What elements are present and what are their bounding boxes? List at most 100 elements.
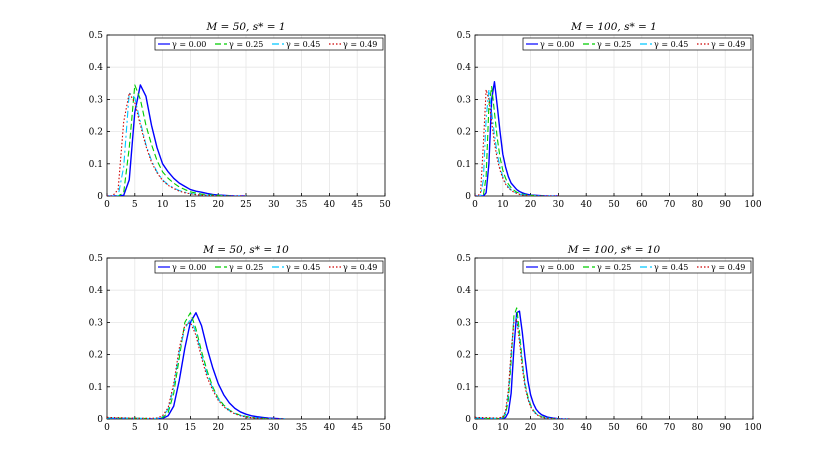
legend-label: γ = 0.25 [597, 263, 631, 272]
y-tick-label: 0.5 [89, 254, 104, 264]
x-tick-label: 60 [636, 200, 648, 210]
x-tick-label: 70 [664, 200, 676, 210]
x-tick-label: 35 [296, 423, 308, 433]
x-tick-label: 70 [664, 423, 676, 433]
x-tick-label: 40 [580, 423, 592, 433]
x-tick-label: 20 [212, 423, 224, 433]
legend-box [522, 37, 752, 51]
legend-label: γ = 0.49 [711, 40, 745, 49]
x-tick-label: 20 [525, 200, 537, 210]
series-line-1 [107, 84, 246, 196]
legend-label: γ = 0.49 [343, 263, 377, 272]
y-tick-label: 0.4 [457, 286, 472, 296]
chart-title: M = 50, s* = 1 [205, 21, 285, 33]
x-tick-label: 25 [240, 200, 252, 210]
x-tick-label: 90 [719, 200, 731, 210]
legend-label: γ = 0.45 [286, 263, 320, 272]
series-line-4 [475, 318, 570, 419]
chart-panel-2: 0 10 20 30 40 50 60 70 80 90 100 0 0.1 0.2 0.3 0.4 0.5 M … [457, 21, 762, 210]
legend-box [154, 260, 384, 274]
x-tick-label: 15 [185, 423, 197, 433]
legend-label: γ = 0.25 [229, 263, 263, 272]
y-tick-label: 0.5 [457, 31, 472, 41]
legend-label: γ = 0.45 [654, 40, 688, 49]
x-tick-label: 50 [379, 423, 391, 433]
y-tick-label: 0 [97, 192, 103, 202]
y-tick-label: 0.5 [457, 254, 472, 264]
legend-label: γ = 0.00 [172, 263, 206, 272]
y-tick-label: 0.1 [457, 160, 471, 170]
x-tick-label: 40 [580, 200, 592, 210]
y-tick-label: 0.2 [457, 128, 471, 138]
x-tick-label: 80 [692, 200, 704, 210]
x-tick-label: 20 [212, 200, 224, 210]
chart-title: M = 50, s* = 10 [202, 244, 289, 256]
y-tick-label: 0.2 [89, 128, 103, 138]
series-line-2 [107, 84, 246, 196]
y-tick-label: 0 [465, 415, 471, 425]
legend-label: γ = 0.25 [597, 40, 631, 49]
y-tick-label: 0.4 [89, 286, 104, 296]
legend-label: γ = 0.45 [286, 40, 320, 49]
y-tick-label: 0.3 [89, 95, 104, 105]
x-tick-label: 100 [744, 200, 761, 210]
x-tick-label: 0 [104, 423, 110, 433]
y-tick-label: 0 [465, 192, 471, 202]
x-tick-label: 10 [157, 423, 169, 433]
y-tick-label: 0.4 [89, 63, 104, 73]
x-tick-label: 90 [719, 423, 731, 433]
legend: γ = 0.00 γ = 0.25 γ = 0.45 γ = 0.49 [154, 260, 384, 274]
y-tick-label: 0 [97, 415, 103, 425]
x-tick-label: 50 [379, 200, 391, 210]
legend-label: γ = 0.00 [540, 40, 574, 49]
legend-label: γ = 0.49 [343, 40, 377, 49]
x-tick-label: 30 [553, 200, 565, 210]
y-tick-label: 0.2 [457, 351, 471, 361]
x-tick-label: 45 [351, 423, 363, 433]
x-tick-label: 80 [692, 423, 704, 433]
legend-label: γ = 0.00 [540, 263, 574, 272]
x-tick-label: 10 [497, 423, 509, 433]
legend-box [154, 37, 384, 51]
series-line-4 [475, 89, 559, 196]
x-tick-label: 10 [497, 200, 509, 210]
x-tick-label: 0 [472, 423, 478, 433]
series-line-1 [107, 312, 285, 419]
chart-panel-4: 0 10 20 30 40 50 60 70 80 90 100 0 0.1 0.2 0.3 0.4 0.5 M … [457, 244, 762, 433]
x-tick-label: 5 [132, 423, 138, 433]
y-tick-label: 0.3 [457, 318, 472, 328]
series-line-1 [475, 310, 570, 419]
x-tick-label: 100 [744, 423, 761, 433]
x-tick-label: 25 [240, 423, 252, 433]
legend-box [522, 260, 752, 274]
y-tick-label: 0.3 [89, 318, 104, 328]
legend-label: γ = 0.49 [711, 263, 745, 272]
series-line-3 [107, 318, 285, 419]
legend: γ = 0.00 γ = 0.25 γ = 0.45 γ = 0.49 [522, 37, 752, 51]
chart-title: M = 100, s* = 10 [567, 244, 661, 256]
x-tick-label: 0 [472, 200, 478, 210]
legend: γ = 0.00 γ = 0.25 γ = 0.45 γ = 0.49 [154, 37, 384, 51]
x-tick-label: 50 [608, 423, 620, 433]
x-tick-label: 20 [525, 423, 537, 433]
legend-label: γ = 0.25 [229, 40, 263, 49]
y-tick-label: 0.2 [89, 351, 103, 361]
x-tick-label: 35 [296, 200, 308, 210]
x-tick-label: 50 [608, 200, 620, 210]
y-tick-label: 0.1 [89, 383, 103, 393]
chart-title: M = 100, s* = 1 [570, 21, 657, 33]
x-tick-label: 30 [553, 423, 565, 433]
legend-label: γ = 0.00 [172, 40, 206, 49]
x-tick-label: 5 [132, 200, 138, 210]
y-tick-label: 0.1 [457, 383, 471, 393]
x-tick-label: 30 [268, 200, 280, 210]
y-tick-label: 0.4 [457, 63, 472, 73]
y-tick-label: 0.5 [89, 31, 104, 41]
x-tick-label: 10 [157, 200, 169, 210]
series-line-3 [475, 89, 559, 196]
legend: γ = 0.00 γ = 0.25 γ = 0.45 γ = 0.49 [522, 260, 752, 274]
x-tick-label: 30 [268, 423, 280, 433]
y-tick-label: 0.3 [457, 95, 472, 105]
legend-label: γ = 0.45 [654, 263, 688, 272]
